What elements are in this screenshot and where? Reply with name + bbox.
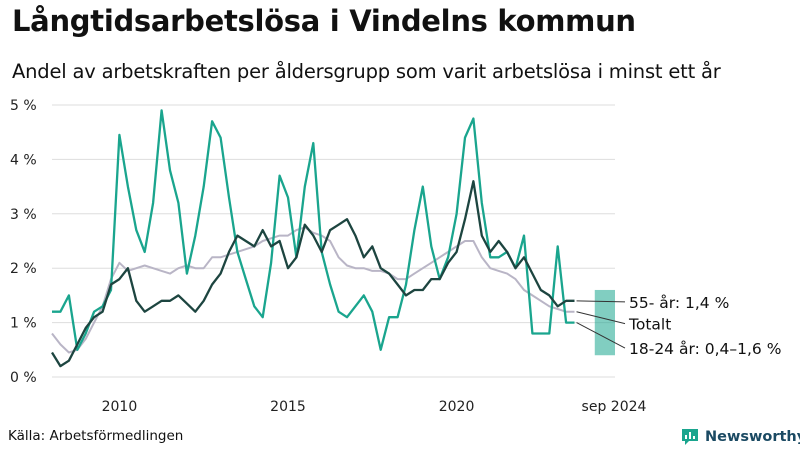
series-annotations: 55- år: 1,4 % Totalt 18-24 år: 0,4–1,6 % — [576, 294, 781, 358]
series-line-young — [52, 109, 575, 351]
annotation-young-leader — [576, 322, 626, 349]
chart-title: Långtidsarbetslösa i Vindelns kommun — [12, 4, 636, 38]
newsworthy-logo-icon — [682, 429, 698, 445]
uncertainty-band-layer — [594, 289, 615, 356]
annotation-young: 18-24 år: 0,4–1,6 % — [629, 340, 781, 358]
y-tick-label: 3 % — [10, 207, 37, 223]
brand-name: Newsworthy — [705, 429, 800, 445]
line-chart: 0 %1 %2 %3 %4 %5 % 2010 2015 2020 sep 2024 … — [10, 98, 781, 415]
chart-subtitle: Andel av arbetskraften per åldersgrupp s… — [12, 60, 721, 83]
x-tick-label: sep 2024 — [582, 399, 647, 415]
x-tick-label: 2015 — [270, 399, 306, 415]
series-lines — [51, 109, 575, 368]
x-tick-label: 2010 — [102, 399, 138, 415]
y-tick-label: 2 % — [10, 261, 37, 277]
series-line-old — [51, 180, 575, 368]
y-tick-label: 5 % — [10, 98, 37, 114]
y-tick-label: 1 % — [10, 316, 37, 332]
annotation-total-leader — [576, 311, 626, 325]
y-tick-label: 0 % — [10, 370, 37, 386]
grid-lines — [52, 104, 615, 378]
series-line-total — [51, 226, 575, 354]
x-tick-label: 2020 — [439, 399, 475, 415]
source-note: Källa: Arbetsförmedlingen — [8, 428, 184, 444]
brand-logo: Newsworthy — [680, 426, 800, 448]
annotation-total: Totalt — [628, 316, 671, 334]
x-axis-ticks: 2010 2015 2020 sep 2024 — [102, 399, 647, 415]
uncertainty-band — [594, 289, 615, 356]
y-axis-ticks: 0 % 1 % 2 % 3 % 4 % 5 % — [10, 98, 37, 386]
annotation-old: 55- år: 1,4 % — [629, 294, 729, 312]
annotation-old-leader — [576, 300, 626, 303]
y-tick-label: 4 % — [10, 152, 37, 168]
